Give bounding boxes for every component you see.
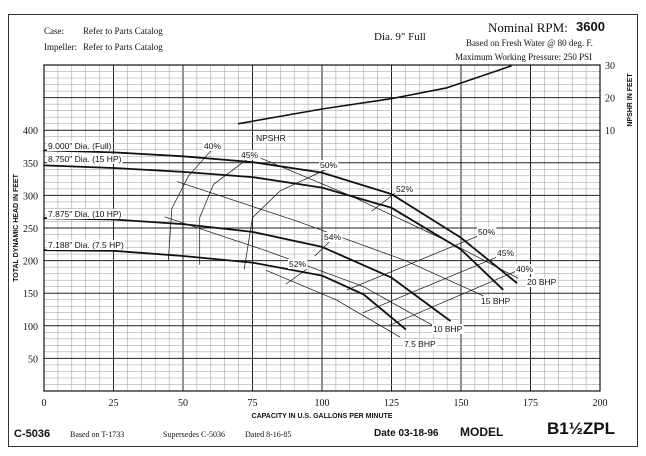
efficiency-label: 45% [241, 150, 258, 160]
efficiency-label-background [395, 184, 415, 194]
efficiency-line [314, 240, 331, 257]
efficiency-label-background [496, 248, 516, 258]
y-tick-label: 200 [23, 257, 38, 268]
efficiency-label-background [240, 150, 260, 160]
x-tick-label: 200 [593, 398, 608, 409]
efficiency-label-background [288, 259, 308, 269]
efficiency-label-background [203, 141, 223, 151]
efficiency-label: 40% [516, 264, 533, 274]
head-curve-label: 9.000" Dia. (Full) [48, 141, 112, 151]
efficiency-line [362, 254, 504, 314]
x-tick-label: 100 [315, 398, 330, 409]
basis-note: Based on Fresh Water @ 80 deg. F. [466, 38, 593, 48]
head-curve-label: 7.875" Dia. (10 HP) [48, 209, 122, 219]
bhp-line [177, 181, 484, 297]
efficiency-line [243, 167, 330, 270]
model-value: B1½ZPL [547, 419, 616, 438]
based-on: Based on T-1733 [70, 430, 125, 439]
x-tick-label: 75 [248, 398, 258, 409]
efficiency-label-background [319, 160, 339, 170]
case-value: Refer to Parts Catalog [83, 26, 163, 36]
y-tick-label: 400 [23, 126, 38, 137]
y-tick-label: 300 [23, 191, 38, 202]
efficiency-label: 40% [204, 141, 221, 151]
impeller-value: Refer to Parts Catalog [83, 42, 163, 52]
efficiency-label: 54% [324, 232, 341, 242]
bhp-label-background [403, 339, 437, 349]
plot-area-border [43, 64, 601, 392]
npshr-label: NPSHR [256, 133, 286, 143]
impeller-label: Impeller: [44, 42, 77, 52]
bhp-label: 15 BHP [481, 296, 511, 306]
y2-axis-title: NPSHR IN FEET [627, 73, 634, 127]
bhp-label-background [432, 324, 464, 334]
supersedes: Supersedes C-5036 [163, 430, 225, 439]
head-capacity-curve [43, 217, 451, 322]
x-tick-label: 25 [109, 398, 119, 409]
head-curve-label: 8.750" Dia. (15 HP) [48, 154, 122, 164]
head-curve-label: 7.188" Dia. (7.5 HP) [48, 240, 124, 250]
y2-tick-label: 20 [605, 94, 615, 105]
rpm-label: Nominal RPM: [488, 20, 568, 35]
efficiency-label-background [515, 264, 535, 274]
head-capacity-curve [43, 249, 407, 330]
x-tick-label: 175 [523, 398, 538, 409]
y-tick-label: 150 [23, 289, 38, 300]
efficiency-label: 50% [320, 160, 337, 170]
efficiency-line [167, 147, 214, 261]
efficiency-line [346, 232, 486, 291]
npshr-curve [237, 65, 512, 125]
curve-number: C-5036 [14, 428, 51, 440]
efficiency-line [389, 269, 520, 326]
y2-tick-label: 30 [605, 61, 615, 72]
efficiency-label: 50% [478, 227, 495, 237]
head-curve-label-background [47, 141, 113, 151]
dated: Dated 8-16-85 [245, 430, 292, 439]
case-label: Case: [44, 26, 64, 36]
head-curve-label-background [47, 154, 123, 164]
x-tick-label: 0 [42, 398, 47, 409]
y-tick-label: 100 [23, 322, 38, 333]
bhp-label: 10 BHP [433, 324, 463, 334]
revision-date: Date 03-18-96 [374, 428, 439, 439]
bhp-label-background [480, 296, 512, 306]
y-axis-title: TOTAL DYNAMIC HEAD IN FEET [13, 173, 20, 281]
x-axis-title: CAPACITY IN U.S. GALLONS PER MINUTE [252, 413, 393, 420]
efficiency-label: 52% [396, 184, 413, 194]
efficiency-label-background [477, 227, 497, 237]
bhp-label: 20 BHP [527, 277, 557, 287]
model-label: MODEL [460, 425, 504, 439]
bhp-label-background [526, 277, 558, 287]
efficiency-label: 52% [289, 259, 306, 269]
head-curve-label-background [47, 209, 123, 219]
y2-tick-label: 10 [605, 126, 615, 137]
x-tick-label: 150 [454, 398, 469, 409]
head-capacity-curve [43, 149, 518, 284]
bhp-line [266, 270, 401, 338]
diameter-note: Dia. 9" Full [374, 31, 426, 43]
rpm-value: 3600 [576, 19, 605, 34]
efficiency-line [199, 155, 252, 265]
pressure-note: Maximum Working Pressure: 250 PSI [455, 52, 593, 62]
y-tick-label: 50 [28, 354, 38, 365]
x-tick-label: 50 [178, 398, 188, 409]
bhp-line [260, 157, 519, 279]
sheet-border [8, 14, 638, 447]
npshr-label-background [255, 133, 287, 143]
x-tick-label: 125 [384, 398, 399, 409]
efficiency-label-background [323, 232, 343, 242]
head-curve-label-background [47, 240, 125, 250]
y-tick-label: 350 [23, 159, 38, 170]
bhp-label: 7.5 BHP [404, 339, 436, 349]
head-capacity-curve [43, 164, 504, 291]
y-tick-label: 250 [23, 224, 38, 235]
efficiency-label: 45% [497, 248, 514, 258]
bhp-line [164, 216, 433, 326]
